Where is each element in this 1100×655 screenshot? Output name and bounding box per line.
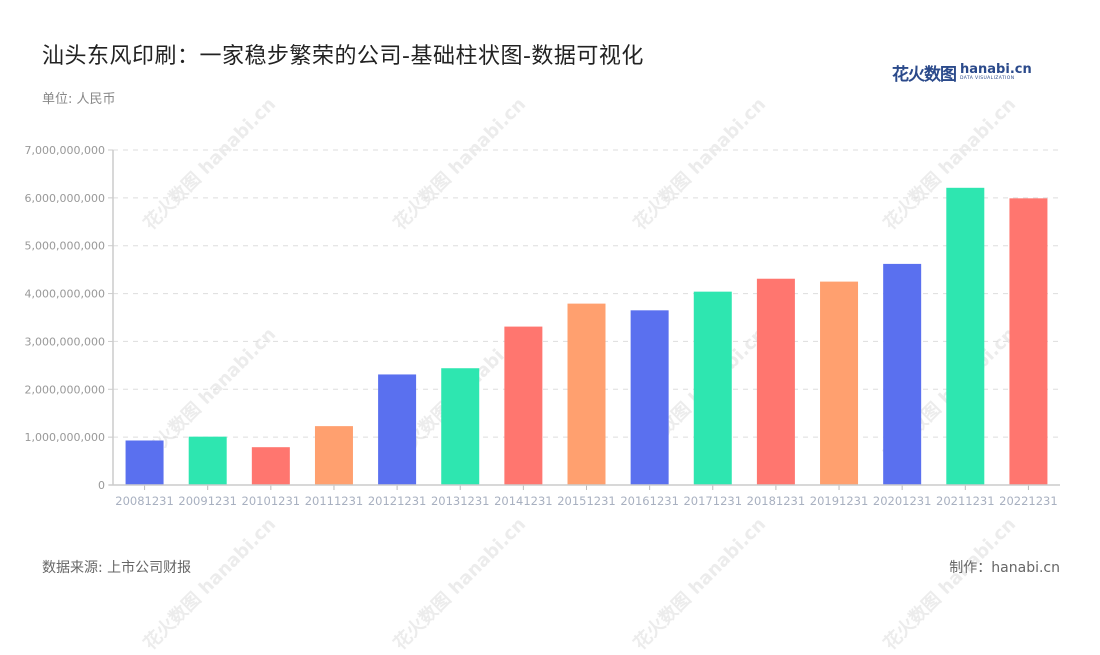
bar — [251, 447, 290, 485]
x-tick-label: 20081231 — [115, 494, 174, 508]
bar — [820, 281, 859, 485]
logo-en-block: hanabi.cn DATA VISUALIZATION — [960, 63, 1032, 82]
brand-logo: 花火数图 hanabi.cn DATA VISUALIZATION — [892, 60, 1032, 85]
y-tick-label: 5,000,000,000 — [25, 240, 105, 253]
y-tick-label: 4,000,000,000 — [25, 288, 105, 301]
bar — [567, 303, 606, 485]
logo-en-text: hanabi.cn — [960, 62, 1032, 78]
x-tick-label: 20091231 — [178, 494, 237, 508]
bar — [188, 436, 227, 485]
y-tick-label: 0 — [98, 479, 105, 492]
x-tick-label: 20141231 — [494, 494, 553, 508]
x-tick-label: 20161231 — [620, 494, 679, 508]
bar — [314, 426, 353, 485]
y-tick-label: 2,000,000,000 — [25, 383, 105, 396]
x-tick-label: 20221231 — [999, 494, 1058, 508]
bar — [125, 440, 164, 485]
bar — [756, 278, 795, 485]
y-tick-label: 6,000,000,000 — [25, 192, 105, 205]
credit: 制作：hanabi.cn — [949, 560, 1060, 576]
bar — [1009, 198, 1048, 486]
x-tick-label: 20201231 — [873, 494, 932, 508]
logo-tagline: DATA VISUALIZATION — [960, 76, 1015, 82]
x-tick-label: 20211231 — [936, 494, 995, 508]
bar — [441, 368, 480, 485]
chart-title: 汕头东风印刷：一家稳步繁荣的公司-基础柱状图-数据可视化 — [42, 44, 644, 69]
y-tick-label: 3,000,000,000 — [25, 335, 105, 348]
bar — [504, 326, 543, 485]
x-tick-label: 20101231 — [242, 494, 301, 508]
bar — [946, 187, 985, 486]
logo-cn-text: 花火数图 — [892, 65, 957, 85]
bar — [883, 263, 922, 485]
bar-chart: 0 1,000,000,000 2,000,000,000 3,000,000,000… — [25, 144, 1060, 508]
x-tick-label: 20191231 — [810, 494, 869, 508]
x-tick-label: 20131231 — [431, 494, 490, 508]
data-source: 数据来源: 上市公司财报 — [42, 560, 192, 576]
x-tick-label: 20121231 — [368, 494, 427, 508]
x-tick-label: 20171231 — [683, 494, 742, 508]
bar — [693, 291, 732, 485]
x-tick-label: 20111231 — [305, 494, 364, 508]
y-tick-label: 7,000,000,000 — [25, 144, 105, 157]
x-tick-label: 20181231 — [747, 494, 806, 508]
bar — [378, 374, 417, 485]
x-tick-label: 20151231 — [557, 494, 616, 508]
y-tick-label: 1,000,000,000 — [25, 431, 105, 444]
bar — [630, 310, 669, 485]
unit-label: 单位: 人民币 — [42, 92, 116, 107]
